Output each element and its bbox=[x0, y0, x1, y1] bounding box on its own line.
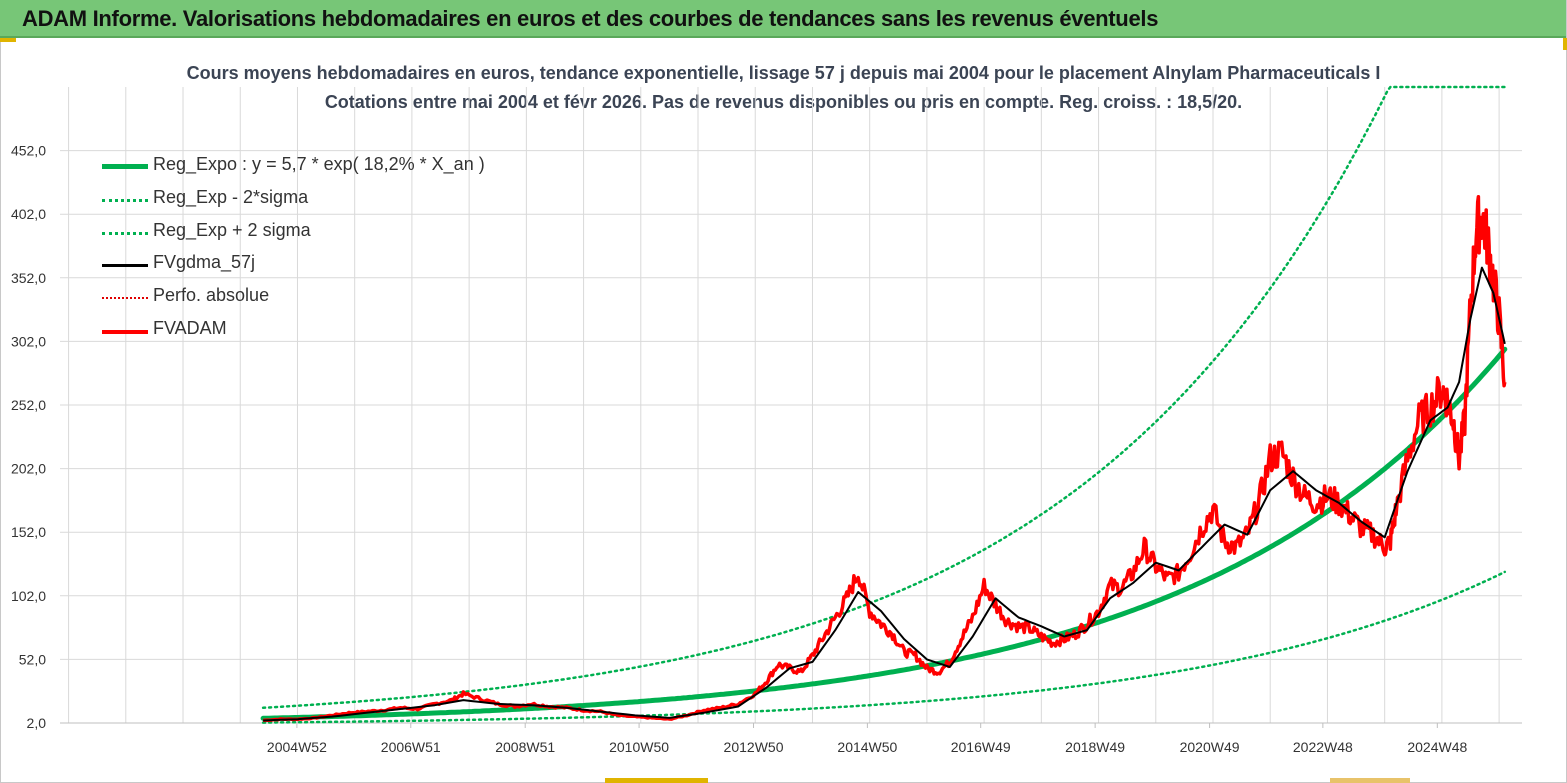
y-tick-label: 202,0 bbox=[11, 461, 46, 477]
x-tick-label: 2020W49 bbox=[1180, 739, 1240, 755]
x-tick-label: 2004W52 bbox=[267, 739, 327, 755]
legend-label-sigma-plus: Reg_Exp + 2 sigma bbox=[153, 219, 311, 240]
legend-swatch-sigma-plus bbox=[102, 231, 148, 235]
x-tick-label: 2018W49 bbox=[1065, 739, 1125, 755]
x-tick-label: 2010W50 bbox=[609, 739, 669, 755]
legend-label-mma: FVgdma_57j bbox=[153, 252, 256, 273]
header-banner: ADAM Informe. Valorisations hebdomadaire… bbox=[0, 0, 1566, 38]
series-reg-minus-2sigma bbox=[261, 570, 1507, 724]
legend-label-reg-expo: Reg_Expo : y = 5,7 * exp( 18,2% * X_an ) bbox=[153, 154, 485, 174]
y-tick-label: 152,0 bbox=[11, 524, 46, 540]
x-tick-label: 2022W48 bbox=[1293, 739, 1353, 755]
series-reg-expo bbox=[260, 346, 1508, 721]
y-tick-label: 402,0 bbox=[11, 206, 46, 222]
x-tick-label: 2024W48 bbox=[1407, 739, 1467, 755]
legend-swatch-sigma-minus bbox=[102, 198, 148, 202]
y-tick-label: 452,0 bbox=[11, 143, 46, 159]
x-tick-label: 2012W50 bbox=[724, 739, 784, 755]
chart-title-line1: Cours moyens hebdomadaires en euros, ten… bbox=[186, 63, 1381, 83]
legend-swatch-perfo bbox=[102, 297, 148, 300]
y-tick-label: 2,0 bbox=[27, 715, 47, 731]
legend-swatch-reg-expo bbox=[102, 164, 148, 169]
y-tick-label: 102,0 bbox=[11, 588, 46, 604]
corner-accent-left bbox=[0, 38, 16, 42]
legend-swatch-mma bbox=[102, 264, 148, 268]
y-tick-label: 352,0 bbox=[11, 270, 46, 286]
y-tick-label: 252,0 bbox=[11, 397, 46, 413]
legend-swatch-fvadam bbox=[102, 329, 148, 334]
legend-label-sigma-minus: Reg_Exp - 2*sigma bbox=[153, 186, 309, 207]
x-tick-label: 2006W51 bbox=[381, 739, 441, 755]
page-title: ADAM Informe. Valorisations hebdomadaire… bbox=[22, 6, 1159, 31]
x-tick-label: 2008W51 bbox=[495, 739, 555, 755]
series-fvgdma-57j bbox=[263, 266, 1506, 722]
y-tick-label: 52,0 bbox=[19, 651, 46, 667]
bottom-accent-2 bbox=[1330, 778, 1410, 783]
series-fvadam bbox=[262, 194, 1507, 723]
x-tick-label: 2014W50 bbox=[837, 739, 897, 755]
legend-label-perfo: Perfo. absolue bbox=[153, 285, 270, 306]
bottom-accent bbox=[605, 778, 708, 783]
corner-accent-right bbox=[1563, 38, 1567, 50]
series-reg-plus-2sigma bbox=[261, 85, 1507, 710]
legend-label-fvadam: FVADAM bbox=[153, 317, 227, 338]
chart-title-line2: Cotations entre mai 2004 et févr 2026. P… bbox=[324, 92, 1243, 112]
x-tick-label: 2016W49 bbox=[951, 739, 1011, 755]
y-tick-label: 302,0 bbox=[11, 333, 46, 349]
